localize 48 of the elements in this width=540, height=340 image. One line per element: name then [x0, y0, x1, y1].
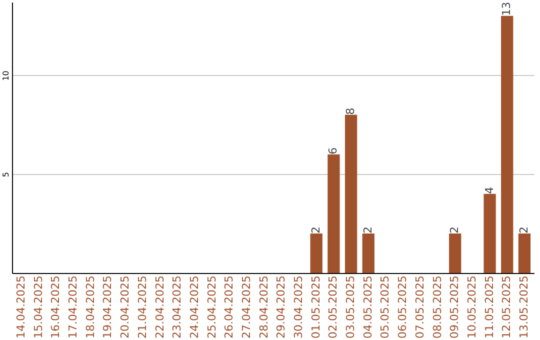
bar	[518, 233, 531, 273]
x-tick-label: 19.04.2025	[101, 276, 114, 338]
x-tick-label: 22.04.2025	[153, 276, 166, 338]
bar	[310, 233, 322, 273]
x-tick-label: 26.04.2025	[222, 276, 236, 338]
bar	[449, 233, 462, 273]
bar	[484, 194, 496, 273]
x-tick-label: 13.05.2025	[517, 276, 530, 338]
x-tick-label: 10.05.2025	[465, 276, 478, 338]
x-tick-label: 25.04.2025	[205, 276, 218, 338]
x-tick-label: 24.04.2025	[188, 276, 201, 338]
data-label: 6	[326, 147, 340, 154]
bar	[328, 154, 340, 273]
x-tick-label: 11.05.2025	[482, 276, 496, 338]
x-tick-label: 17.04.2025	[66, 276, 80, 338]
x-tick-label: 30.04.2025	[292, 276, 306, 338]
data-label: 2	[517, 226, 530, 234]
bar	[344, 114, 358, 273]
x-tick-label: 09.05.2025	[448, 276, 462, 338]
bar	[501, 16, 514, 273]
x-tick-label: 07.05.2025	[413, 276, 426, 338]
x-tick-label: 20.04.2025	[118, 276, 132, 338]
data-label: 2	[309, 226, 322, 234]
x-tick-label: 29.04.2025	[274, 276, 288, 338]
y-tick-label: 5	[2, 172, 10, 178]
data-label: 8	[344, 108, 358, 115]
data-label: 13	[500, 2, 514, 16]
data-label: 4	[482, 186, 496, 194]
x-tick-label: 28.04.2025	[257, 276, 270, 338]
x-tick-label: 23.04.2025	[170, 276, 184, 338]
x-tick-label: 14.04.2025	[14, 276, 28, 338]
x-tick-label: 04.05.2025	[361, 276, 374, 338]
data-label: 2	[448, 226, 462, 234]
data-label: 2	[361, 226, 374, 234]
x-tick-label: 15.04.2025	[32, 276, 45, 338]
x-tick-label: 01.05.2025	[309, 276, 322, 338]
x-tick-label: 16.04.2025	[49, 276, 62, 338]
x-tick-label: 08.05.2025	[430, 276, 444, 338]
x-tick-label: 18.04.2025	[84, 276, 97, 338]
x-tick-label: 27.04.2025	[240, 276, 253, 338]
x-tick-label: 21.04.2025	[136, 276, 149, 338]
bar	[362, 233, 374, 273]
x-tick-label: 02.05.2025	[326, 276, 340, 338]
x-tick-label: 12.05.2025	[500, 276, 514, 338]
x-tick-label: 05.05.2025	[378, 276, 392, 338]
x-tick-label: 06.05.2025	[396, 276, 410, 338]
x-tick-label: 03.05.2025	[344, 276, 358, 338]
y-tick-label: 10	[2, 70, 10, 81]
